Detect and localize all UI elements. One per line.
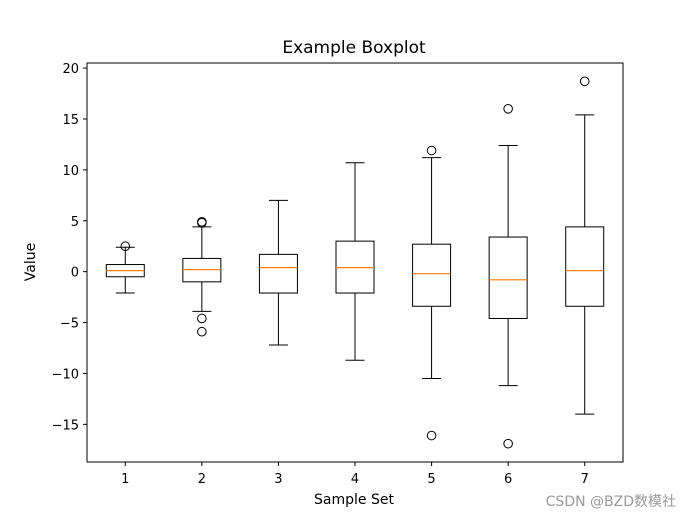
box-iqr: [258, 253, 298, 294]
y-tick-label: −15: [52, 418, 79, 433]
y-axis-label: Value: [23, 243, 39, 281]
outlier-point: [503, 104, 513, 114]
x-tick-label: 4: [351, 472, 359, 487]
plot-area: 20 15 10 5 0 −5 −10 −15 1 2 3 4 5 6 7: [52, 62, 624, 487]
x-tick-label: 2: [198, 472, 206, 487]
outlier-point: [197, 326, 207, 337]
outlier-point: [426, 145, 437, 156]
outlier-point: [197, 218, 207, 228]
x-tick-label: 5: [427, 472, 435, 487]
x-tick-label: 7: [581, 472, 589, 487]
box-iqr: [412, 243, 452, 307]
x-tick-label: 3: [274, 472, 282, 487]
y-tick-label: 20: [62, 62, 79, 77]
watermark: CSDN @BZD数模社: [546, 494, 676, 510]
outlier-point: [120, 241, 131, 252]
box-iqr: [488, 236, 528, 319]
y-tick-label: 0: [71, 266, 79, 281]
y-tick-label: 10: [62, 164, 79, 179]
outlier-point: [197, 313, 207, 324]
outlier-point: [426, 430, 437, 441]
chart-title: Example Boxplot: [282, 38, 426, 58]
outlier-point: [503, 438, 513, 449]
y-tick-label: 5: [71, 215, 79, 230]
y-tick-label: 15: [62, 113, 79, 128]
outlier-point: [579, 76, 590, 87]
box-iqr: [565, 226, 605, 307]
plot-frame: [86, 62, 624, 463]
x-tick-label: 1: [121, 472, 129, 487]
x-tick-label: 6: [504, 472, 512, 487]
x-axis-label: Sample Set: [314, 492, 394, 508]
y-tick-label: −10: [52, 367, 79, 382]
y-tick-label: −5: [60, 317, 79, 332]
